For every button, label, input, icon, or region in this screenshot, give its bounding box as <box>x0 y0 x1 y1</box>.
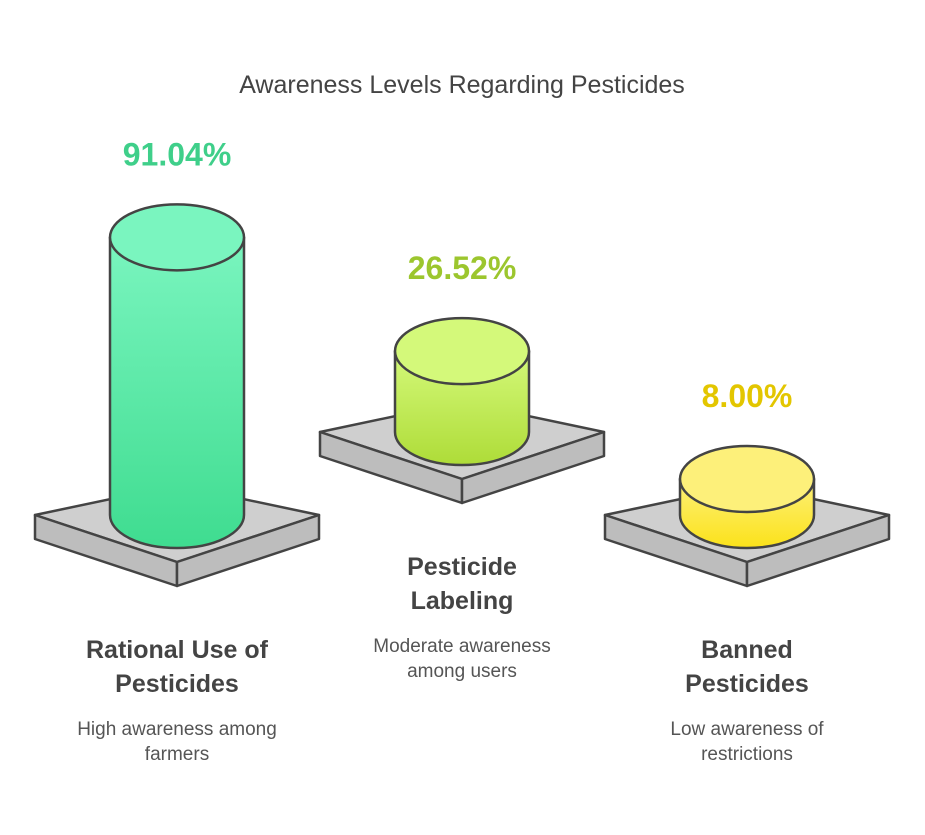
bar-cylinder-top <box>108 203 246 272</box>
category-label: Rational Use of <box>86 636 269 664</box>
platform-right-side <box>745 513 891 588</box>
category-description: Low awareness of <box>670 719 824 740</box>
platform-right-side <box>460 430 606 505</box>
category-description: High awareness among <box>77 719 277 740</box>
category-description: farmers <box>145 744 209 765</box>
category-label: Labeling <box>411 587 514 615</box>
bar-group: 8.00% Banned Pesticides Low awareness of res… <box>603 378 891 765</box>
category-description: Moderate awareness <box>373 636 550 657</box>
platform-right-side <box>175 513 321 588</box>
bar-cylinder-top <box>678 444 816 514</box>
bar-group: 91.04% Rational Use of Pesticides High awar… <box>33 136 321 765</box>
category-description: among users <box>407 661 517 682</box>
value-label: 8.00% <box>702 378 793 414</box>
category-label: Pesticides <box>685 670 809 698</box>
bar-cylinder-body <box>108 236 246 550</box>
chart-marks: 91.04% Rational Use of Pesticides High awar… <box>33 136 891 765</box>
value-label: 91.04% <box>123 136 232 172</box>
bar-group: 26.52% Pesticide Labeling Moderate awarenes… <box>318 250 606 682</box>
value-label: 26.52% <box>408 250 517 286</box>
chart-title: Awareness Levels Regarding Pesticides <box>239 71 685 99</box>
category-description: restrictions <box>701 744 793 765</box>
bar-cylinder-top <box>393 316 531 386</box>
category-label: Banned <box>701 636 793 664</box>
category-label: Pesticides <box>115 670 239 698</box>
category-label: Pesticide <box>407 553 517 581</box>
